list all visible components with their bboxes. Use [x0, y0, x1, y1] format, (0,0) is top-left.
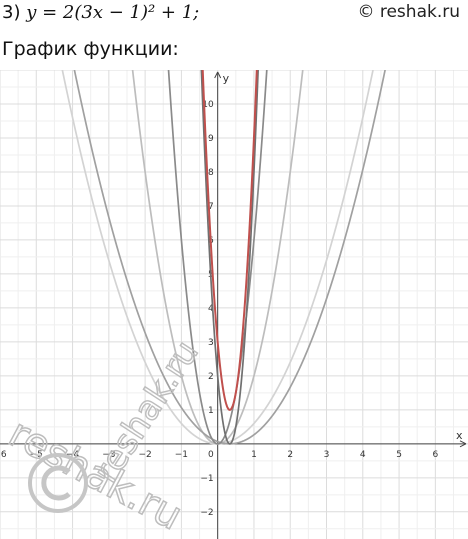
x-tick-label: −6: [0, 450, 7, 460]
plot-background: [0, 70, 468, 539]
x-tick-label: −5: [30, 450, 43, 460]
x-tick-label: 2: [287, 450, 293, 460]
y-tick-label: 7: [208, 202, 214, 212]
x-tick-label: 3: [324, 450, 330, 460]
y-tick-label: 3: [208, 338, 214, 348]
y-tick-label: 4: [208, 304, 214, 314]
x-tick-label: −1: [175, 450, 188, 460]
parabola-series-5: [200, 70, 259, 445]
copyright-label: © reshak.ru: [357, 2, 460, 22]
parabola-series-6: [201, 70, 258, 411]
y-tick-label: 10: [202, 100, 214, 110]
header: 3) y = 2(3x − 1)² + 1; © reshak.ru: [0, 0, 468, 30]
x-tick-label: 4: [360, 450, 366, 460]
y-tick-label: −2: [200, 508, 213, 518]
curves: [61, 70, 386, 445]
y-axis-arrow: [214, 71, 222, 79]
y-tick-label: 2: [208, 372, 214, 382]
x-tick-label: −2: [138, 450, 151, 460]
x-tick-label: −3: [102, 450, 115, 460]
chart-heading: График функции:: [2, 38, 179, 60]
x-tick-label: 6: [432, 450, 438, 460]
y-tick-label: 8: [208, 168, 214, 178]
x-axis-arrow: [459, 440, 467, 448]
problem-number: 3): [2, 2, 21, 23]
x-tick-label: 0: [208, 450, 214, 460]
x-tick-label: 1: [251, 450, 257, 460]
y-tick-label: 1: [208, 406, 214, 416]
y-tick-label: 9: [208, 134, 214, 144]
y-axis-label: y: [223, 72, 230, 85]
x-tick-label: 5: [396, 450, 402, 460]
problem-statement: 3) y = 2(3x − 1)² + 1;: [2, 2, 199, 23]
x-axis-label: x: [456, 429, 463, 442]
y-tick-label: −1: [200, 474, 213, 484]
parabola-series-4: [167, 70, 268, 445]
problem-formula: y = 2(3x − 1)² + 1;: [26, 2, 200, 23]
x-tick-label: −4: [66, 450, 80, 460]
